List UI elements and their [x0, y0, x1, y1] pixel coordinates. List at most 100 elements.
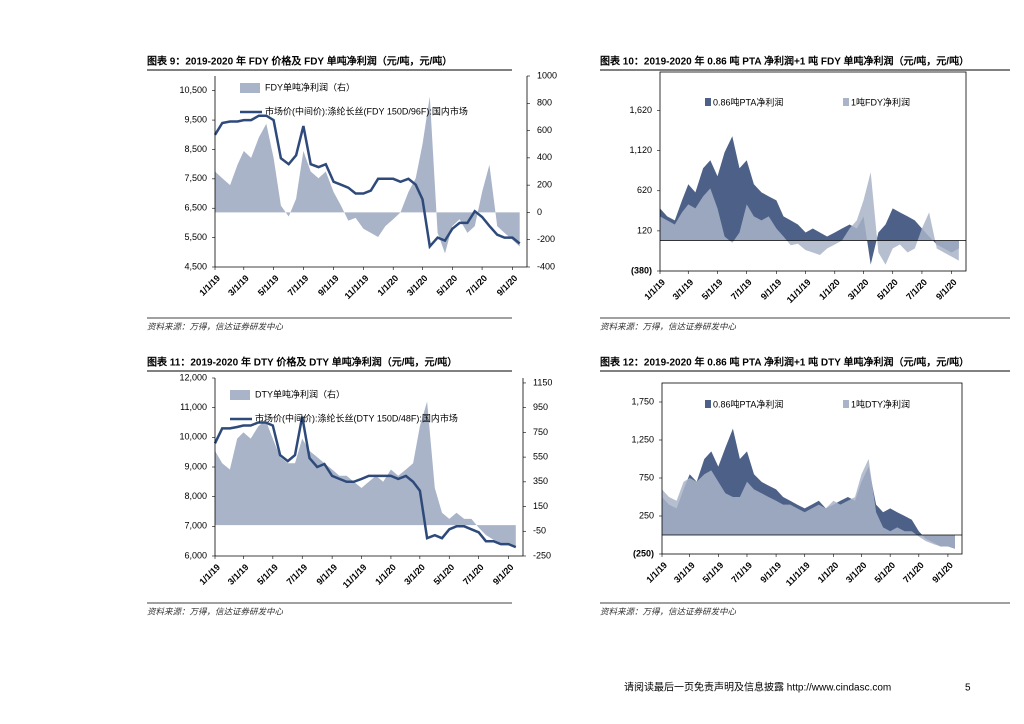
- legend-label: 1吨FDY净利润: [851, 96, 910, 107]
- x-tick-label: 5/1/19: [256, 273, 281, 298]
- line-series: [213, 114, 521, 250]
- x-tick-label: 1/1/20: [817, 277, 842, 302]
- source: 资料来源：万得，信达证券研发中心: [600, 606, 737, 616]
- x-tick-label: 3/1/19: [672, 560, 697, 585]
- area-series: [662, 459, 955, 549]
- x-tick-label: 1/1/19: [642, 277, 667, 302]
- legend-label: FDY单吨净利润（右）: [265, 81, 355, 92]
- y-tick-label: 9,000: [184, 461, 207, 471]
- y-tick-label: 10,000: [179, 432, 207, 442]
- area-series: [215, 96, 520, 254]
- y2-tick-label: 0: [537, 207, 542, 217]
- y2-tick-label: -250: [533, 550, 551, 560]
- x-tick-label: 11/1/19: [785, 277, 813, 305]
- chart: 图表 9：2019-2020 年 FDY 价格及 FDY 单吨净利润（元/吨，元…: [147, 55, 557, 331]
- y-tick-label: 8,500: [184, 144, 207, 154]
- page-number: 5: [965, 683, 971, 694]
- y-tick-label: 11,000: [180, 402, 207, 412]
- x-tick-label: 1/1/20: [816, 560, 841, 585]
- legend-swatch: [843, 98, 849, 106]
- y-tick-label: 120: [637, 225, 652, 235]
- x-tick-label: 5/1/20: [872, 560, 897, 585]
- legend-swatch: [705, 400, 711, 408]
- y2-tick-label: 800: [537, 98, 552, 108]
- x-tick-label: 1/1/20: [373, 562, 398, 587]
- chart-title: 图表 12：2019-2020 年 0.86 吨 PTA 净利润+1 吨 DTY…: [600, 356, 969, 369]
- y2-tick-label: 550: [533, 451, 548, 461]
- x-tick-label: 7/1/20: [901, 560, 926, 585]
- x-tick-label: 7/1/20: [461, 562, 486, 587]
- y2-tick-label: 350: [533, 476, 548, 486]
- x-tick-label: 3/1/20: [405, 273, 430, 298]
- y-tick-label: 250: [639, 510, 654, 520]
- x-tick-label: 11/1/19: [343, 273, 371, 301]
- legend-label: DTY单吨净利润（右）: [255, 388, 345, 399]
- y-tick-label: 1,250: [631, 434, 654, 444]
- x-tick-label: 3/1/20: [846, 277, 871, 302]
- legend-label: 市场价(中间价):涤纶长丝(FDY 150D/96F):国内市场: [265, 105, 468, 116]
- y2-tick-label: 950: [533, 402, 548, 412]
- y-tick-label: 1,750: [631, 396, 654, 406]
- x-tick-label: 5/1/19: [255, 562, 280, 587]
- y-tick-label: 1,120: [629, 145, 652, 155]
- y2-tick-label: -200: [537, 234, 555, 244]
- y-tick-label: 12,000: [179, 372, 207, 382]
- line-series: [213, 416, 517, 549]
- y-tick-label: 6,000: [184, 550, 207, 560]
- x-tick-label: 9/1/20: [491, 562, 516, 587]
- x-tick-label: 9/1/19: [759, 277, 784, 302]
- x-tick-label: 9/1/20: [930, 560, 955, 585]
- x-tick-label: 7/1/20: [464, 273, 489, 298]
- x-tick-label: 3/1/19: [226, 273, 251, 298]
- y-tick-label: 6,500: [184, 203, 207, 213]
- legend-label: 0.86吨PTA净利润: [713, 96, 783, 107]
- y-tick-label: 1,620: [629, 105, 652, 115]
- legend-swatch: [843, 400, 849, 408]
- area-series: [215, 401, 516, 548]
- source: 资料来源：万得，信达证券研发中心: [600, 321, 737, 331]
- x-tick-label: 11/1/19: [341, 562, 369, 590]
- x-tick-label: 5/1/20: [435, 273, 460, 298]
- x-tick-label: 7/1/19: [286, 273, 311, 298]
- y2-tick-label: 750: [533, 427, 548, 437]
- y-tick-label: 9,500: [184, 114, 207, 124]
- y2-tick-label: 600: [537, 125, 552, 135]
- x-tick-label: 1/1/19: [197, 273, 222, 298]
- y2-tick-label: 150: [533, 501, 548, 511]
- y-tick-label: 5,500: [184, 232, 207, 242]
- x-tick-label: 7/1/20: [904, 277, 929, 302]
- x-tick-label: 9/1/19: [314, 562, 339, 587]
- chart-title: 图表 11：2019-2020 年 DTY 价格及 DTY 单吨净利润（元/吨，…: [147, 356, 457, 369]
- y-tick-label: (250): [633, 548, 654, 558]
- plot-frame: [659, 71, 967, 272]
- x-tick-label: 7/1/19: [729, 277, 754, 302]
- y2-tick-label: -400: [537, 261, 555, 271]
- x-tick-label: 5/1/20: [432, 562, 457, 587]
- x-tick-label: 9/1/19: [316, 273, 341, 298]
- legend-label: 市场价(中间价):涤纶长丝(DTY 150D/48F):国内市场: [255, 412, 458, 423]
- area-series: [660, 136, 959, 265]
- y-tick-label: 7,500: [184, 173, 207, 183]
- y-tick-label: 10,500: [179, 85, 207, 95]
- legend-label: 0.86吨PTA净利润: [713, 398, 783, 409]
- area-series: [660, 172, 959, 265]
- chart: 图表 12：2019-2020 年 0.86 吨 PTA 净利润+1 吨 DTY…: [600, 356, 1010, 616]
- y2-tick-label: 1000: [537, 70, 557, 80]
- y-tick-label: 620: [637, 185, 652, 195]
- legend-swatch: [230, 390, 250, 400]
- x-tick-label: 9/1/19: [758, 560, 783, 585]
- source: 资料来源：万得，信达证券研发中心: [147, 321, 284, 331]
- y-tick-label: 8,000: [184, 491, 207, 501]
- x-tick-label: 5/1/19: [700, 277, 725, 302]
- chart-title: 图表 9：2019-2020 年 FDY 价格及 FDY 单吨净利润（元/吨，元…: [147, 55, 452, 68]
- y-tick-label: 4,500: [184, 261, 207, 271]
- chart: 图表 11：2019-2020 年 DTY 价格及 DTY 单吨净利润（元/吨，…: [147, 356, 552, 616]
- x-tick-label: 3/1/19: [226, 562, 251, 587]
- x-tick-label: 1/1/20: [376, 273, 401, 298]
- plot-frame: [661, 382, 963, 555]
- y2-tick-label: -50: [533, 526, 546, 536]
- y-tick-label: 750: [639, 472, 654, 482]
- footer-disclaimer: 请阅读最后一页免责声明及信息披露 http://www.cindasc.com: [624, 681, 891, 694]
- legend-swatch: [240, 83, 260, 93]
- y-tick-label: (380): [631, 265, 652, 275]
